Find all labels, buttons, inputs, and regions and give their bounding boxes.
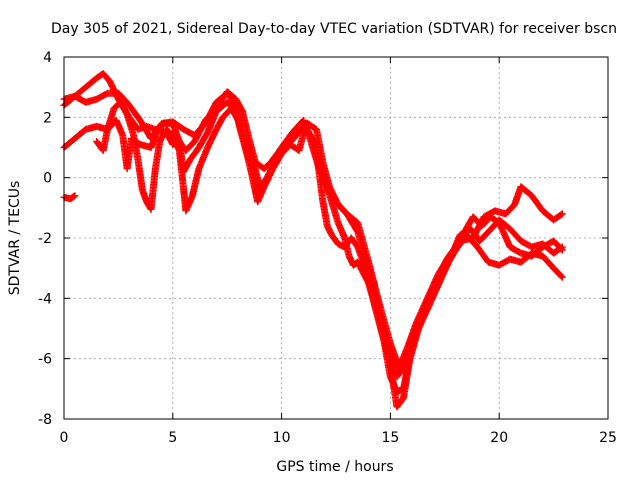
- x-tick-label: 15: [381, 430, 399, 446]
- y-tick-label: 4: [43, 50, 52, 66]
- y-tick-label: -6: [38, 352, 52, 368]
- chart-title: Day 305 of 2021, Sidereal Day-to-day VTE…: [51, 21, 617, 37]
- data-point: [557, 211, 565, 219]
- data-point: [558, 210, 566, 218]
- data-points: [60, 70, 566, 411]
- axis-ticks: [63, 56, 609, 420]
- y-axis-label: SDTVAR / TECUs: [7, 181, 23, 296]
- y-tick-label: -4: [38, 291, 52, 307]
- data-point: [71, 192, 79, 200]
- y-tick-label: 2: [43, 110, 52, 126]
- data-point: [557, 245, 565, 253]
- x-tick-label: 0: [60, 430, 69, 446]
- data-point: [558, 273, 566, 281]
- x-tick-label: 25: [599, 430, 617, 446]
- data-point: [558, 246, 566, 254]
- series-5: [93, 98, 566, 396]
- data-point: [70, 193, 78, 201]
- x-axis-label: GPS time / hours: [276, 459, 393, 475]
- tick-labels: 0 5 10 15 20 25 -8 -6 -4 -2 0 2 4: [38, 50, 617, 446]
- x-tick-label: 10: [273, 430, 291, 446]
- y-tick-label: -8: [38, 412, 52, 428]
- x-tick-label: 5: [168, 430, 177, 446]
- x-tick-label: 20: [490, 430, 508, 446]
- y-tick-label: 0: [43, 171, 52, 187]
- y-tick-label: -2: [38, 231, 52, 247]
- data-point: [557, 272, 565, 280]
- series-1: [60, 192, 79, 203]
